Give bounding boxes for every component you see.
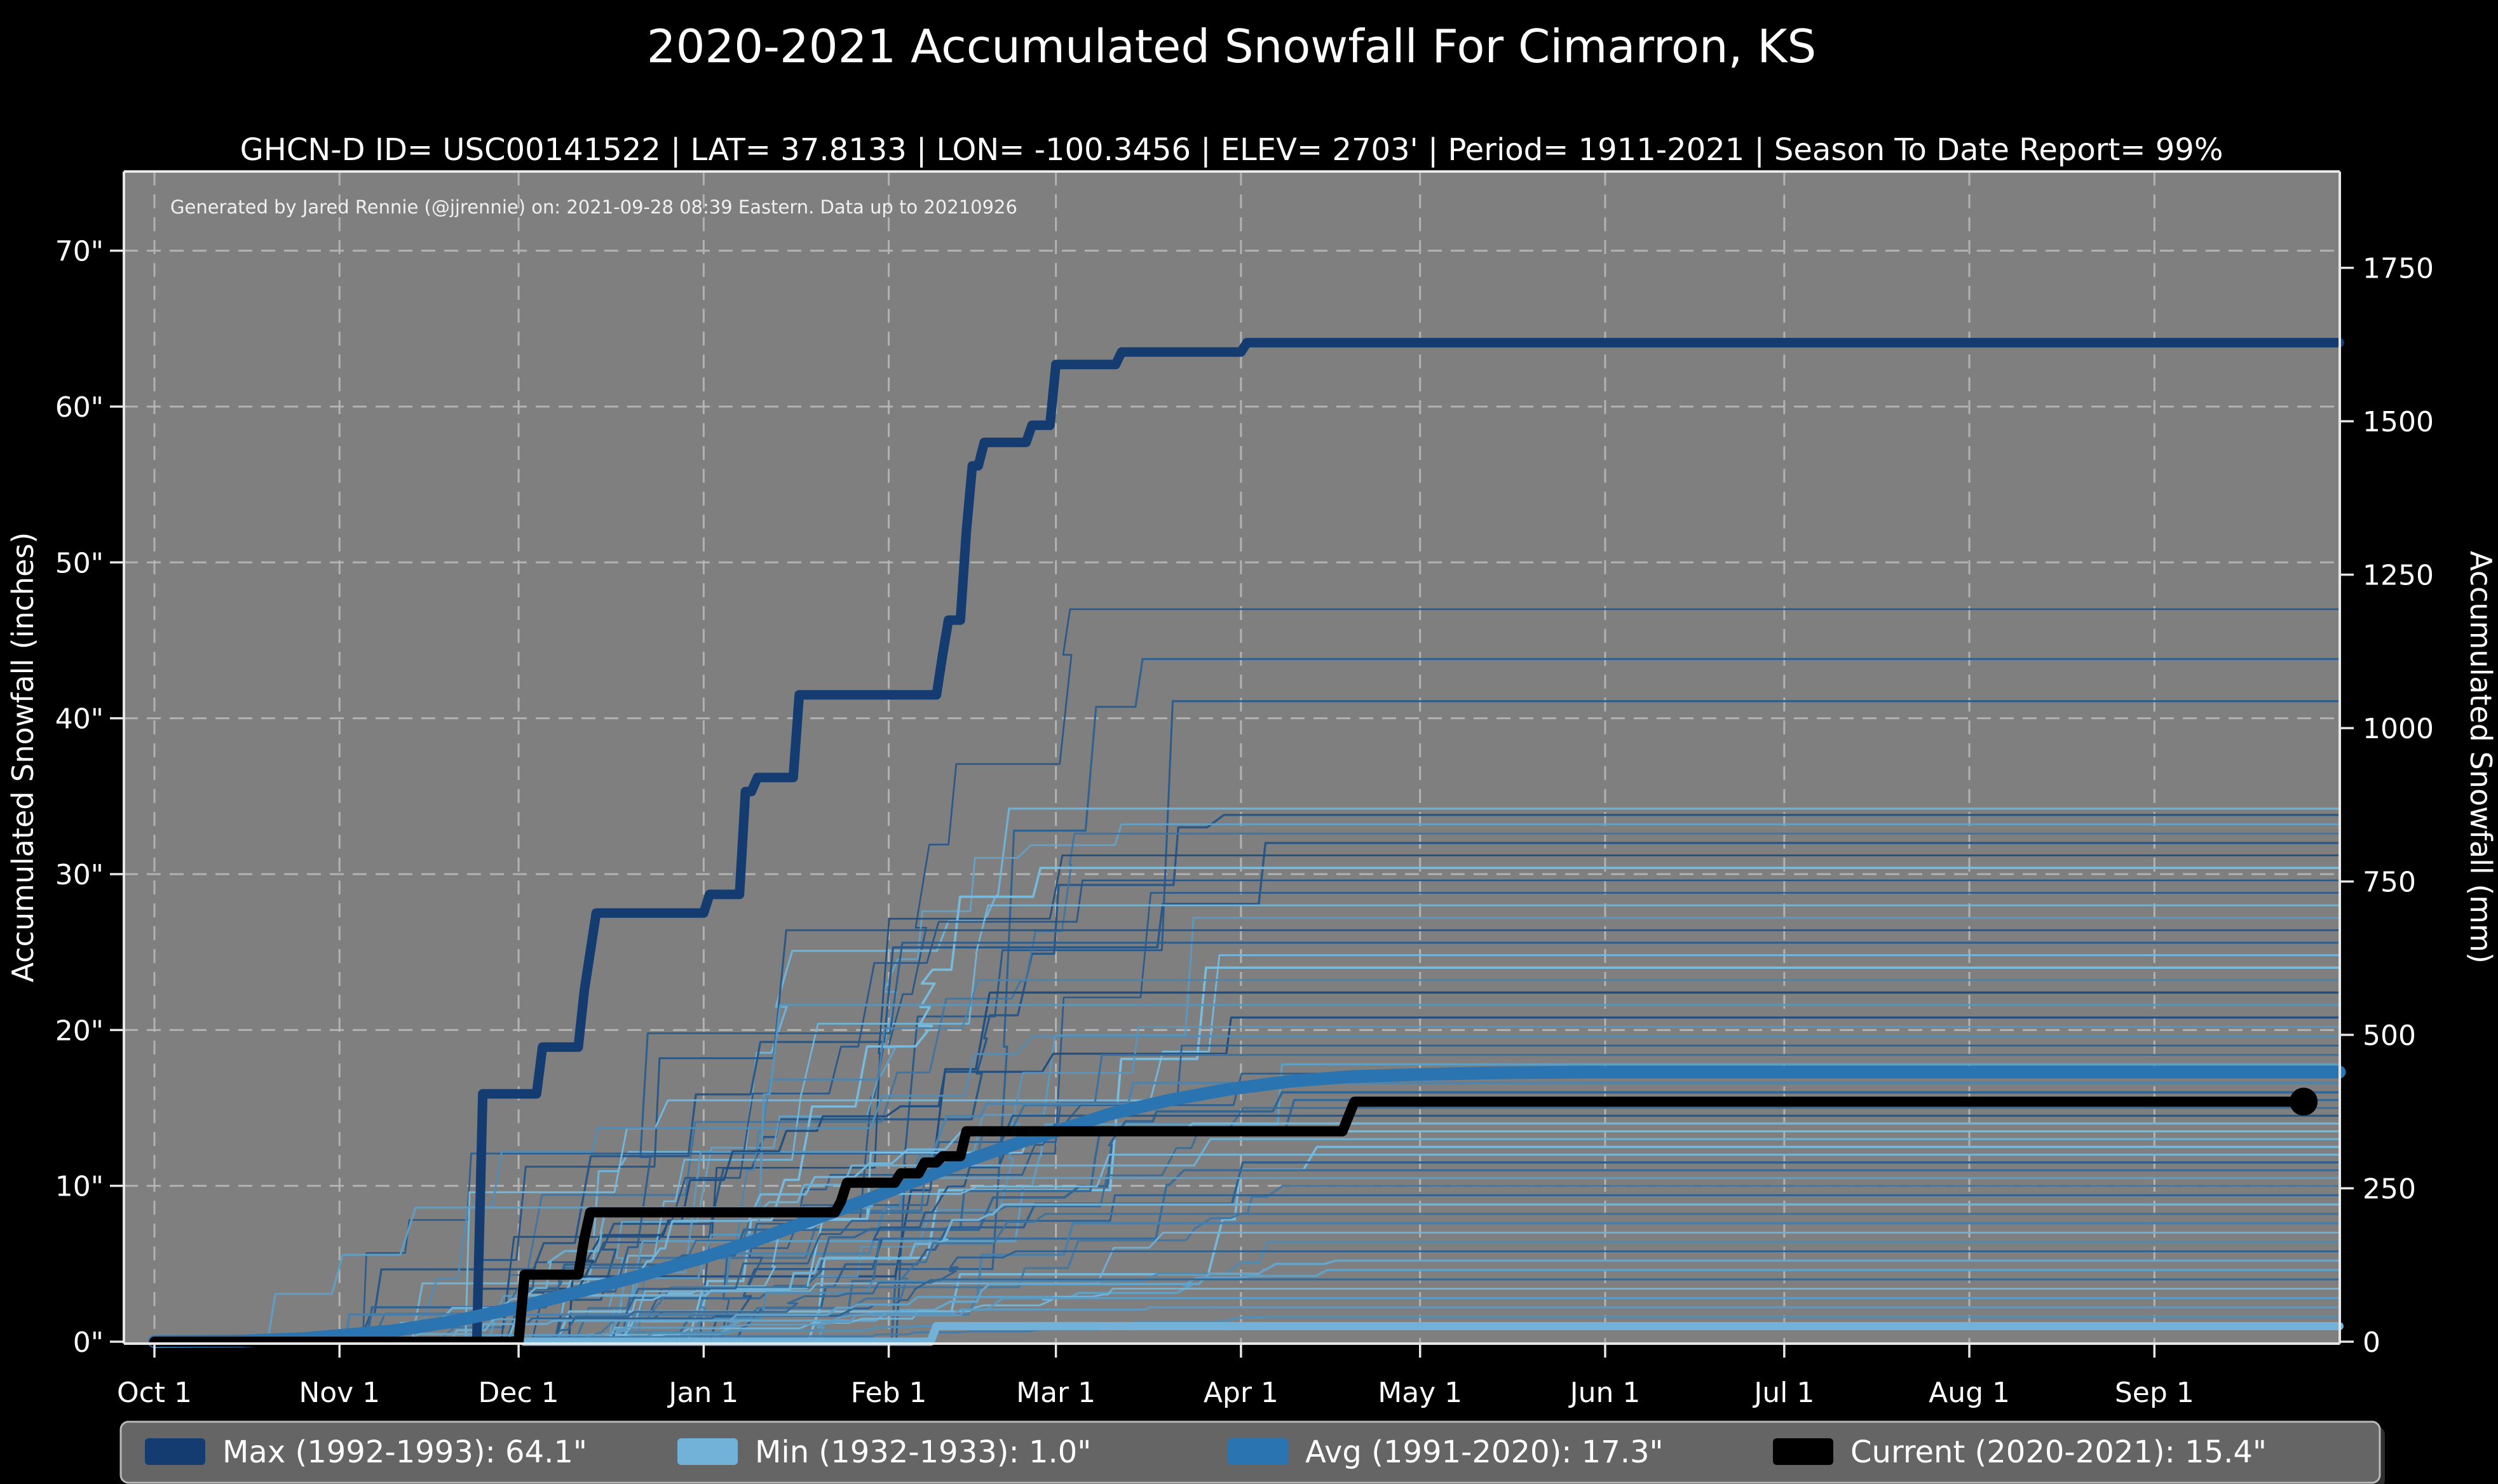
left-tick-label: 70"	[55, 236, 104, 268]
background-year-line	[154, 1154, 2340, 1343]
legend-item-min: Min (1932-1933): 1.0"	[677, 1434, 1091, 1470]
max-line	[149, 337, 2344, 1347]
background-year-line	[154, 1203, 2340, 1343]
left-tick-label: 50"	[55, 547, 104, 579]
min-line	[150, 1322, 2344, 1346]
background-year-line	[154, 814, 2340, 1343]
x-tick-label: Sep 1	[2115, 1377, 2194, 1409]
background-year-line	[154, 991, 2340, 1343]
attribution-note: Generated by Jared Rennie (@jjrennie) on…	[170, 196, 1017, 218]
x-tick-label: Feb 1	[851, 1377, 927, 1409]
background-year-line	[154, 1114, 2340, 1343]
background-year-line	[154, 1145, 2340, 1343]
background-year-line	[154, 832, 2340, 1343]
background-year-line	[154, 700, 2340, 1343]
right-tick-label: 1000	[2363, 713, 2434, 745]
plot-spines	[123, 170, 2341, 1345]
left-tick-label: 60"	[55, 391, 104, 424]
x-tick-label: Aug 1	[1929, 1377, 2010, 1409]
right-tick-label: 1500	[2363, 406, 2434, 438]
page-title: 2020-2021 Accumulated Snowfall For Cimar…	[647, 20, 1816, 73]
left-tick-label: 0"	[73, 1326, 104, 1359]
legend-item-current: Current (2020-2021): 15.4"	[1773, 1434, 2267, 1470]
right-tick-label: 1750	[2363, 253, 2434, 285]
main-series-lines	[148, 337, 2346, 1348]
legend-swatch-current	[1773, 1438, 1833, 1465]
avg-line	[148, 1065, 2346, 1348]
background-year-line	[154, 867, 2340, 1343]
right-tick-label: 500	[2363, 1020, 2416, 1052]
legend-swatch-avg	[1228, 1438, 1288, 1465]
background-year-line	[154, 1222, 2340, 1343]
axis-ticks	[110, 249, 2354, 1358]
x-tick-label: Mar 1	[1016, 1377, 1096, 1409]
background-year-line	[154, 1306, 2340, 1343]
current-line	[149, 1096, 2309, 1347]
x-tick-label: May 1	[1378, 1377, 1462, 1409]
right-tick-label: 250	[2363, 1173, 2416, 1206]
x-tick-label: Jan 1	[667, 1377, 738, 1409]
current-end-dot	[2290, 1088, 2318, 1116]
background-year-line	[154, 1185, 2340, 1343]
x-tick-label: Oct 1	[117, 1377, 192, 1409]
left-tick-label: 40"	[55, 703, 104, 736]
x-tick-label: Nov 1	[299, 1377, 380, 1409]
right-tick-label: 750	[2363, 867, 2416, 899]
legend-swatch-max	[145, 1438, 205, 1465]
left-tick-label: 20"	[55, 1015, 104, 1047]
left-tick-label: 10"	[55, 1171, 104, 1203]
background-year-line	[154, 966, 2340, 1343]
x-tick-label: Dec 1	[479, 1377, 559, 1409]
left-tick-label: 30"	[55, 859, 104, 891]
tick-labels: 0" 10" 20" 30" 40" 50" 60" 70" 0 250 500 750 1000 125…	[55, 236, 2434, 1409]
right-tick-label: 1250	[2363, 560, 2434, 592]
plot-area	[124, 172, 2340, 1344]
legend-label-current: Current (2020-2021): 15.4"	[1850, 1434, 2267, 1470]
legend-item-avg: Avg (1991-2020): 17.3"	[1228, 1434, 1664, 1470]
background-year-line	[154, 823, 2340, 1343]
legend-label-min: Min (1932-1933): 1.0"	[755, 1434, 1091, 1470]
x-tick-label: Jun 1	[1568, 1377, 1641, 1409]
legend-item-max: Max (1992-1993): 64.1"	[145, 1434, 587, 1470]
background-year-line	[154, 1016, 2340, 1343]
legend-label-max: Max (1992-1993): 64.1"	[222, 1434, 587, 1470]
background-year-line	[154, 1004, 2340, 1343]
background-year-line	[154, 1278, 2340, 1343]
legend-label-avg: Avg (1991-2020): 17.3"	[1305, 1434, 1664, 1470]
background-year-line	[154, 904, 2340, 1343]
background-year-line	[154, 1259, 2340, 1343]
left-axis-label: Accumulated Snowfall (inches)	[6, 532, 40, 983]
x-tick-label: Jul 1	[1752, 1377, 1814, 1409]
legend: Max (1992-1993): 64.1" Min (1932-1933): …	[119, 1420, 2385, 1484]
right-axis-label: Accumulated Snowfall (mm)	[2464, 551, 2498, 964]
legend-swatch-min	[677, 1438, 738, 1465]
subtitle: GHCN-D ID= USC00141522 | LAT= 37.8133 | …	[240, 132, 2223, 168]
x-tick-label: Apr 1	[1204, 1377, 1279, 1409]
right-tick-label: 0	[2363, 1326, 2380, 1359]
